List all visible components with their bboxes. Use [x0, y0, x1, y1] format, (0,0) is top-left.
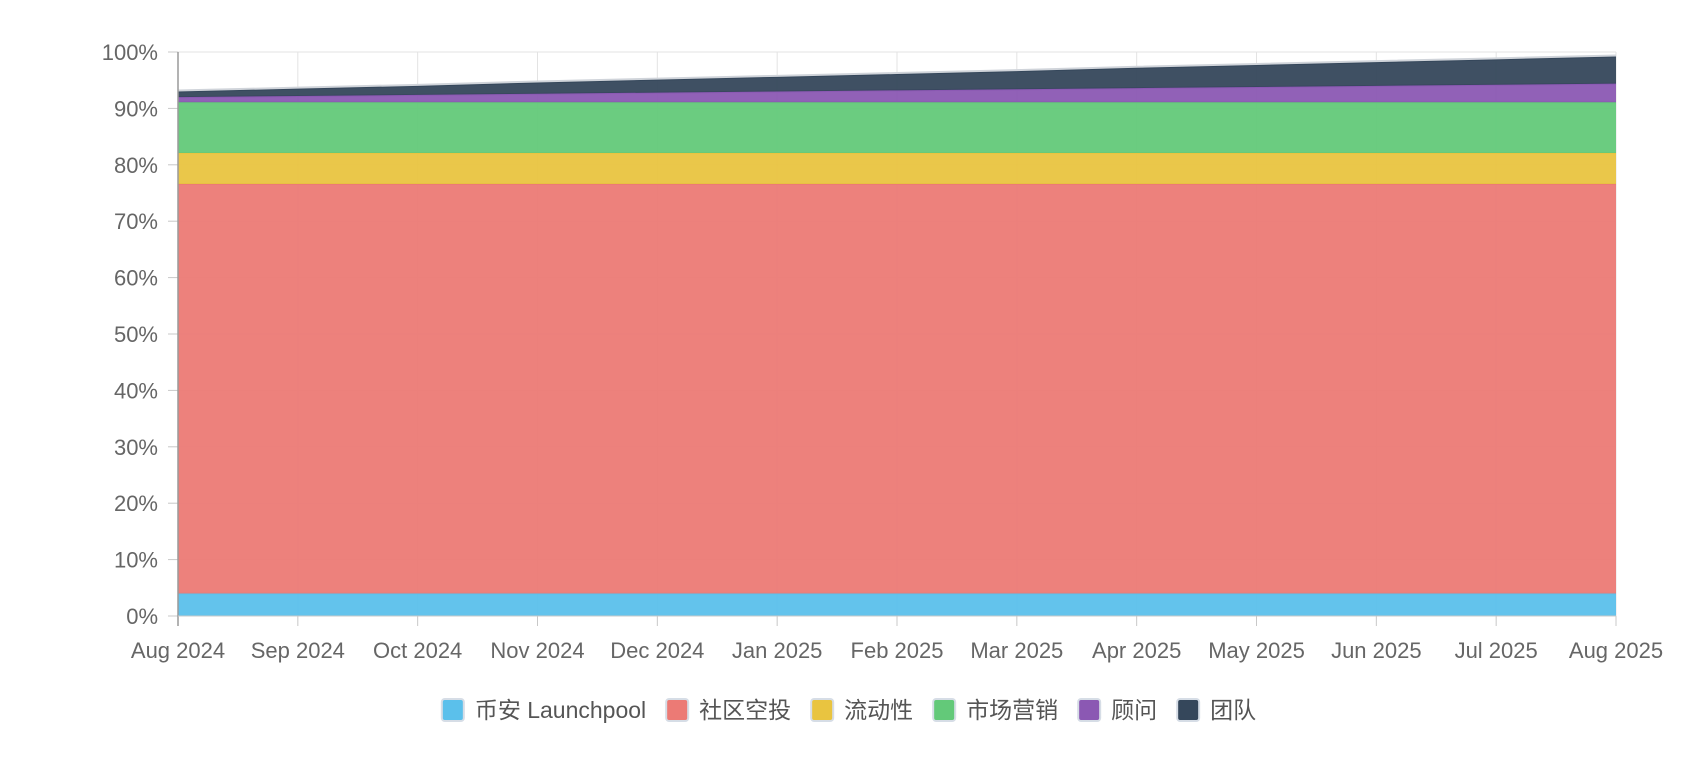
y-tick-label: 60% — [114, 266, 158, 291]
x-tick-label: Mar 2025 — [970, 638, 1063, 663]
legend-item-1[interactable]: 社区空投 — [665, 697, 791, 723]
legend-label: 流动性 — [844, 697, 913, 723]
legend-label: 市场营销 — [966, 697, 1058, 723]
legend-item-5[interactable]: 团队 — [1176, 697, 1256, 723]
x-tick-label: Jun 2025 — [1331, 638, 1422, 663]
x-tick-label: Nov 2024 — [490, 638, 584, 663]
y-tick-label: 90% — [114, 96, 158, 121]
y-tick-label: 100% — [102, 40, 158, 65]
y-tick-label: 70% — [114, 209, 158, 234]
legend-label: 团队 — [1210, 697, 1256, 723]
x-tick-label: May 2025 — [1208, 638, 1305, 663]
x-tick-label: Aug 2024 — [131, 638, 225, 663]
stack-top-outline — [177, 54, 1617, 92]
legend-swatch — [1077, 698, 1102, 722]
legend-label: 社区空投 — [699, 697, 791, 723]
legend-swatch — [440, 698, 465, 722]
legend-item-0[interactable]: 币安 Launchpool — [440, 697, 646, 723]
x-tick-label: Aug 2025 — [1569, 638, 1663, 663]
area-series-0[interactable] — [178, 593, 1616, 616]
x-tick-label: Dec 2024 — [610, 638, 704, 663]
x-tick-label: Apr 2025 — [1092, 638, 1181, 663]
x-tick-label: Oct 2024 — [373, 638, 462, 663]
y-tick-label: 50% — [114, 322, 158, 347]
area-series-5[interactable] — [178, 56, 1616, 98]
y-tick-label: 80% — [114, 153, 158, 178]
legend-item-2[interactable]: 流动性 — [810, 697, 913, 723]
legend[interactable]: 币安 Launchpool 社区空投 流动性 市场营销 顾问 团队 — [440, 697, 1256, 723]
y-tick-label: 10% — [114, 548, 158, 573]
y-tick-label: 30% — [114, 435, 158, 460]
y-tick-label: 0% — [126, 604, 158, 629]
legend-label: 顾问 — [1111, 697, 1157, 723]
legend-item-4[interactable]: 顾问 — [1077, 697, 1157, 723]
y-tick-label: 20% — [114, 491, 158, 516]
x-tick-label: Feb 2025 — [851, 638, 944, 663]
area-series-2[interactable] — [178, 152, 1616, 184]
legend-item-3[interactable]: 市场营销 — [932, 697, 1058, 723]
legend-swatch — [810, 698, 835, 722]
y-tick-label: 40% — [114, 378, 158, 403]
x-tick-label: Sep 2024 — [251, 638, 345, 663]
axes: 0% 10% 20% 30% 40% 50% 60% 70% 80% 90% 100% Aug 202… — [102, 40, 1663, 663]
legend-swatch — [932, 698, 957, 722]
legend-label: 币安 Launchpool — [475, 697, 646, 723]
legend-swatch — [1176, 698, 1201, 722]
x-tick-label: Jan 2025 — [732, 638, 823, 663]
legend-swatch — [665, 698, 690, 722]
area-series — [177, 54, 1617, 616]
area-series-1[interactable] — [178, 183, 1616, 594]
x-tick-label: Jul 2025 — [1455, 638, 1538, 663]
area-series-4[interactable] — [178, 83, 1616, 103]
area-series-3[interactable] — [178, 102, 1616, 153]
